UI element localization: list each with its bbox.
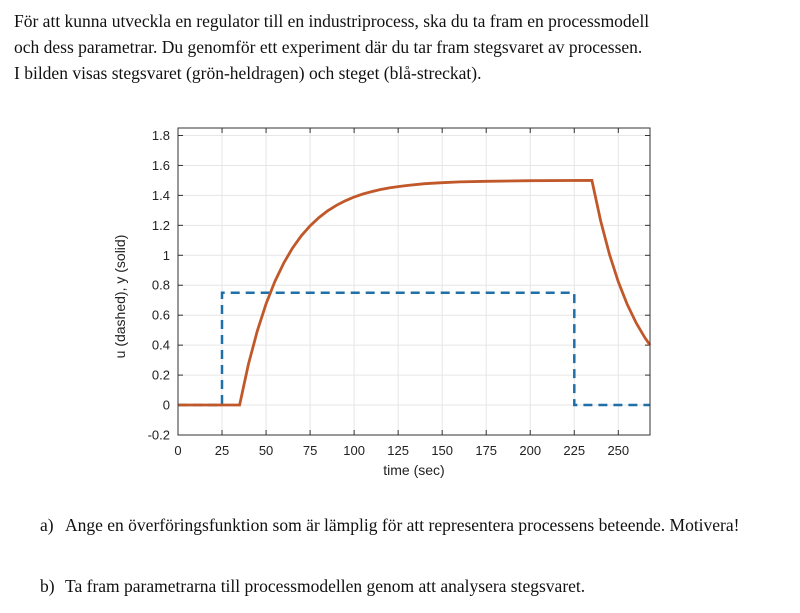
y-tick-label: 1.8 — [152, 128, 170, 143]
y-axis-label: u (dashed), y (solid) — [112, 235, 128, 359]
intro-line: I bilden visas stegsvaret (grön-heldrage… — [14, 63, 482, 83]
x-tick-label: 225 — [563, 443, 585, 458]
x-tick-label: 100 — [343, 443, 365, 458]
x-tick-label: 175 — [475, 443, 497, 458]
intro-line: och dess parametrar. Du genomför ett exp… — [14, 37, 643, 57]
y-tick-label: 1.2 — [152, 218, 170, 233]
step-response-chart: 0 25 50 75 100 125 150 175 200 225 250 -0.2 0 0.2 0.4 0… — [112, 127, 652, 478]
x-tick-label: 125 — [387, 443, 409, 458]
plot-frame — [177, 127, 651, 436]
plot-area — [178, 128, 650, 435]
question-label: a) — [40, 515, 54, 535]
y-tick-label: 1 — [163, 248, 170, 263]
y-tick-label: 1.6 — [152, 158, 170, 173]
x-tick-label: 200 — [519, 443, 541, 458]
y-tick-label: 0.4 — [152, 338, 170, 353]
y-tick-label: 0.6 — [152, 308, 170, 323]
problem-intro: För att kunna utveckla en regulator till… — [14, 8, 649, 86]
question-text: Ta fram parametrarna till processmodelle… — [65, 576, 586, 596]
x-axis-label: time (sec) — [383, 462, 444, 478]
intro-line: För att kunna utveckla en regulator till… — [14, 11, 650, 31]
series-y-line — [178, 178, 652, 407]
x-tick-label: 250 — [607, 443, 629, 458]
y-tick-label: 0 — [163, 398, 170, 413]
x-tick-label: 0 — [174, 443, 181, 458]
x-tick-label: 25 — [215, 443, 229, 458]
y-tick-label: -0.2 — [148, 428, 170, 443]
x-tick-label: 50 — [259, 443, 273, 458]
x-tick-label: 75 — [303, 443, 317, 458]
y-tick-label: 0.2 — [152, 368, 170, 383]
y-tick-label: 0.8 — [152, 278, 170, 293]
x-tick-label: 150 — [431, 443, 453, 458]
question-text: Ange en överföringsfunktion som är lämpl… — [65, 515, 740, 535]
question-label: b) — [40, 576, 55, 596]
y-tick-label: 1.4 — [152, 188, 170, 203]
